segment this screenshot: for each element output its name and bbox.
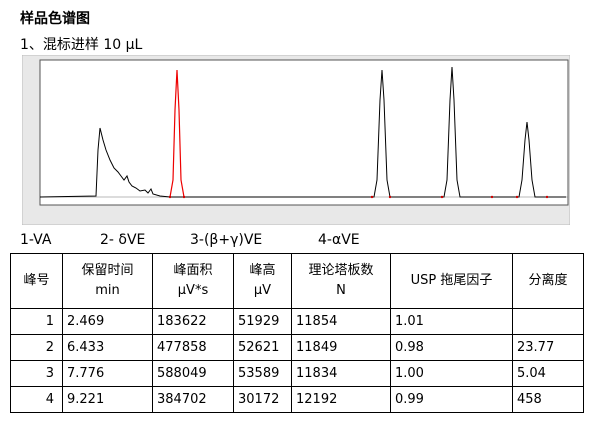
table-cell: 11849 — [291, 334, 391, 361]
header-cell: 峰面积 μV*s — [152, 253, 234, 309]
table-row: 4 9.221 384702 30172 12192 0.99 458 — [10, 386, 584, 413]
header-cell: 峰高 μV — [233, 253, 292, 309]
header-text: USP 拖尾因子 — [410, 273, 493, 288]
table-cell: 477858 — [152, 334, 234, 361]
table-cell: 52621 — [233, 334, 292, 361]
table-cell: 11854 — [291, 308, 391, 335]
header-cell: 峰号 — [10, 253, 63, 309]
header-text: μV*s — [177, 283, 209, 298]
peak-label: 3-(β+γ)VE — [190, 232, 263, 248]
table-cell — [512, 308, 584, 335]
table-cell: 5.04 — [512, 360, 584, 387]
header-text: 峰号 — [23, 273, 50, 288]
peak-label: 2- δVE — [100, 232, 146, 248]
peak-label: 4-αVE — [318, 232, 360, 248]
table-cell: 0.98 — [390, 334, 513, 361]
table-cell: 1.00 — [390, 360, 513, 387]
table-cell: 7.776 — [62, 360, 153, 387]
header-cell: 理论塔板数 N — [291, 253, 391, 309]
table-cell: 9.221 — [62, 386, 153, 413]
table-cell: 6.433 — [62, 334, 153, 361]
table-cell: 183622 — [152, 308, 234, 335]
table-cell: 3 — [10, 360, 63, 387]
table-cell: 0.99 — [390, 386, 513, 413]
table-row: 1 2.469 183622 51929 11854 1.01 — [10, 308, 584, 335]
table-cell: 588049 — [152, 360, 234, 387]
table-row: 3 7.776 588049 53589 11834 1.00 5.04 — [10, 360, 584, 387]
header-cell: USP 拖尾因子 — [390, 253, 513, 309]
header-cell: 分离度 — [512, 253, 584, 309]
header-text: 理论塔板数 — [308, 263, 374, 278]
header-row: 峰号 保留时间 min 峰面积 μV*s 峰高 μV 理论塔板数 N USP 拖尾因子 分离度 — [10, 253, 584, 309]
header-text: N — [336, 283, 346, 298]
table-cell: 1 — [10, 308, 63, 335]
table-cell: 30172 — [233, 386, 292, 413]
header-text: 峰高 — [249, 263, 276, 278]
header-text: 分离度 — [528, 273, 568, 288]
header-cell: 保留时间 min — [62, 253, 153, 309]
subheading: 1、混标进样 10 μL — [20, 37, 143, 53]
table-row: 2 6.433 477858 52621 11849 0.98 23.77 — [10, 334, 584, 361]
header-text: 峰面积 — [173, 263, 213, 278]
table-cell: 12192 — [291, 386, 391, 413]
table-cell: 51929 — [233, 308, 292, 335]
peak-label: 1-VA — [20, 232, 52, 248]
table-cell: 4 — [10, 386, 63, 413]
table-cell: 2 — [10, 334, 63, 361]
chromatogram-image — [22, 55, 570, 225]
header-text: 保留时间 — [81, 263, 134, 278]
table-cell: 1.01 — [390, 308, 513, 335]
table-cell: 23.77 — [512, 334, 584, 361]
header-text: min — [95, 283, 120, 298]
heading: 样品色谱图 — [20, 11, 90, 27]
table-cell: 2.469 — [62, 308, 153, 335]
table-cell: 384702 — [152, 386, 234, 413]
table-cell: 458 — [512, 386, 584, 413]
table-cell: 53589 — [233, 360, 292, 387]
header-text: μV — [253, 283, 272, 298]
table-cell: 11834 — [291, 360, 391, 387]
